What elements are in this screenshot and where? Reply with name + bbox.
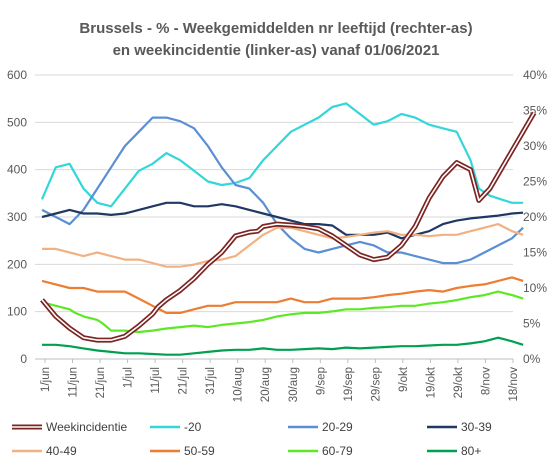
left-tick-label: 600 [7, 68, 27, 82]
right-tick-label: 5% [523, 317, 541, 331]
legend-label: 40-49 [46, 444, 77, 458]
left-axis: 0 100 200 300 400 500 600 [7, 68, 27, 366]
legend-label: 80+ [461, 444, 481, 458]
x-tick-label: 1/jul [123, 367, 135, 388]
series-line-weekincidentie-outer [40, 111, 537, 343]
x-tick-label: 19/sep [343, 367, 355, 402]
legend-item: 20-29 [288, 420, 353, 434]
x-tick-label: 19/okt [425, 366, 437, 398]
x-tick-label: 31/jul [205, 367, 217, 395]
x-tick-label: 11/jul [150, 367, 162, 394]
left-tick-label: 500 [7, 115, 27, 129]
legend-label: 60-79 [322, 444, 353, 458]
legend-item: Weekincidentie [12, 420, 127, 434]
gridlines [35, 74, 513, 360]
x-tick-label: 29/okt [453, 366, 465, 398]
right-tick-label: 10% [523, 281, 547, 295]
left-tick-label: 100 [7, 305, 27, 319]
legend-item: 60-79 [288, 444, 353, 458]
right-tick-label: 30% [523, 139, 547, 153]
legend-label: 20-29 [322, 420, 353, 434]
series-line-20 [40, 102, 524, 208]
x-tick-label: 8/nov [480, 367, 492, 395]
right-axis: 0% 5% 10% 15% 20% 25% 30% 35% 40% [523, 68, 547, 366]
x-tick-label: 9/sep [315, 367, 327, 395]
legend-item: 30-39 [427, 420, 492, 434]
series-line-80 [42, 336, 524, 356]
series-line-30-39 [41, 201, 524, 240]
legend-label: Weekincidentie [46, 420, 127, 434]
left-tick-label: 400 [7, 163, 27, 177]
legend-item: 40-49 [12, 444, 77, 458]
plot-area [40, 102, 537, 356]
x-tick-label: 20/aug [260, 367, 272, 402]
x-tick-label: 21/jun [95, 367, 107, 398]
legend-label: -20 [184, 420, 202, 434]
legend-item: -20 [150, 420, 202, 434]
legend-item: 80+ [427, 444, 481, 458]
x-tick-label: 1/jun [40, 367, 52, 392]
right-tick-label: 25% [523, 175, 547, 189]
left-tick-label: 0 [20, 352, 27, 366]
x-tick-label: 18/nov [508, 367, 520, 402]
x-tick-label: 30/aug [288, 367, 300, 402]
x-tick-label: 29/sep [370, 367, 382, 402]
legend: Weekincidentie -20 20-29 30-39 40-49 50-59 60-… [12, 420, 492, 458]
right-tick-label: 0% [523, 352, 541, 366]
x-tick-label: 21/jul [178, 367, 190, 395]
x-tick-label: 11/jun [68, 367, 80, 397]
series-line-weekincidentie-inner [41, 112, 535, 341]
series-line-20-29 [41, 116, 524, 265]
x-tick-label: 9/okt [398, 366, 410, 392]
series-line-40-49 [42, 223, 524, 268]
chart-title-line-1: Brussels - % - Weekgemiddelden nr leefti… [79, 20, 472, 37]
x-axis: 1/jun 11/jun 21/jun 1/jul 11/jul 21/jul 31/jul… [40, 359, 520, 402]
right-tick-label: 15% [523, 246, 547, 260]
right-tick-label: 20% [523, 210, 547, 224]
left-tick-label: 300 [7, 210, 27, 224]
series-line-60-79 [41, 290, 524, 334]
legend-label: 30-39 [461, 420, 492, 434]
chart-title-line-2: en weekincidentie (linker-as) vanaf 01/0… [113, 42, 440, 59]
right-tick-label: 40% [523, 68, 547, 82]
series-line-50-59 [41, 276, 524, 314]
right-tick-label: 35% [523, 104, 547, 118]
x-tick-label: 10/aug [233, 367, 245, 402]
legend-item: 50-59 [150, 444, 215, 458]
left-tick-label: 200 [7, 257, 27, 271]
legend-label: 50-59 [184, 444, 215, 458]
